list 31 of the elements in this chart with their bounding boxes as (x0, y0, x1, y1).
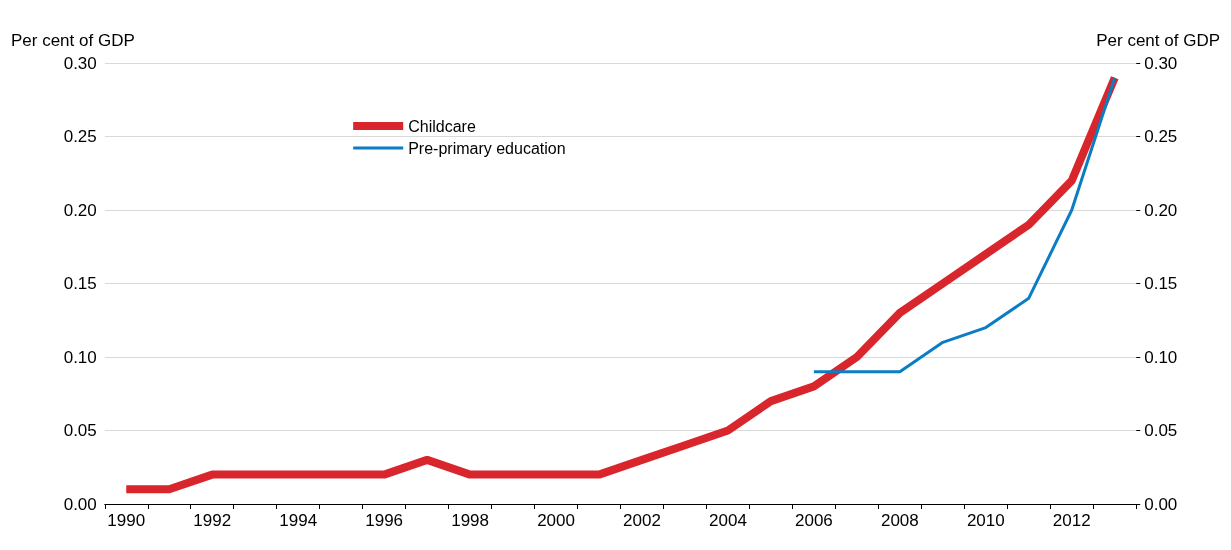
x-tick-label: 1998 (451, 511, 489, 530)
x-tick-label: 2002 (623, 511, 661, 530)
y2-tick-label: 0.30 (1144, 53, 1178, 73)
x-tick-label: 2010 (966, 511, 1005, 530)
x-tick-label: 2008 (880, 511, 919, 530)
y2-tick-label: 0.25 (1144, 127, 1178, 146)
x-tick-label: 1992 (193, 511, 232, 530)
y-tick-label: 0.20 (63, 200, 97, 220)
y-tick-label: 0.10 (63, 347, 97, 367)
legend-label: Pre-primary education (408, 139, 566, 157)
x-tick-label: 1990 (107, 511, 146, 530)
y2-tick-label: 0.15 (1144, 274, 1178, 293)
x-tick-label: 1996 (365, 511, 404, 530)
y2-tick-label: 0.20 (1144, 200, 1178, 220)
y-tick-label: 0.25 (63, 127, 97, 146)
y-tick-label: 0.00 (63, 494, 97, 514)
y2-tick-label: 0.05 (1144, 421, 1178, 440)
y-axis-title: Per cent of GDP (10, 31, 135, 50)
y2-tick-label: 0.00 (1144, 494, 1178, 514)
y2-axis-title: Per cent of GDP (1096, 31, 1221, 50)
x-tick-label: 1994 (279, 511, 318, 530)
y-tick-label: 0.05 (63, 421, 97, 440)
y-tick-label: 0.15 (63, 274, 97, 293)
x-tick-label: 2000 (537, 511, 575, 530)
y2-tick-label: 0.10 (1144, 347, 1178, 367)
x-tick-label: 2012 (1052, 511, 1091, 530)
x-tick-label: 2004 (709, 511, 747, 530)
legend-label: Childcare (408, 117, 476, 135)
y-tick-label: 0.30 (63, 53, 97, 73)
line-series (812, 76, 1117, 374)
x-tick-label: 2006 (794, 511, 833, 530)
